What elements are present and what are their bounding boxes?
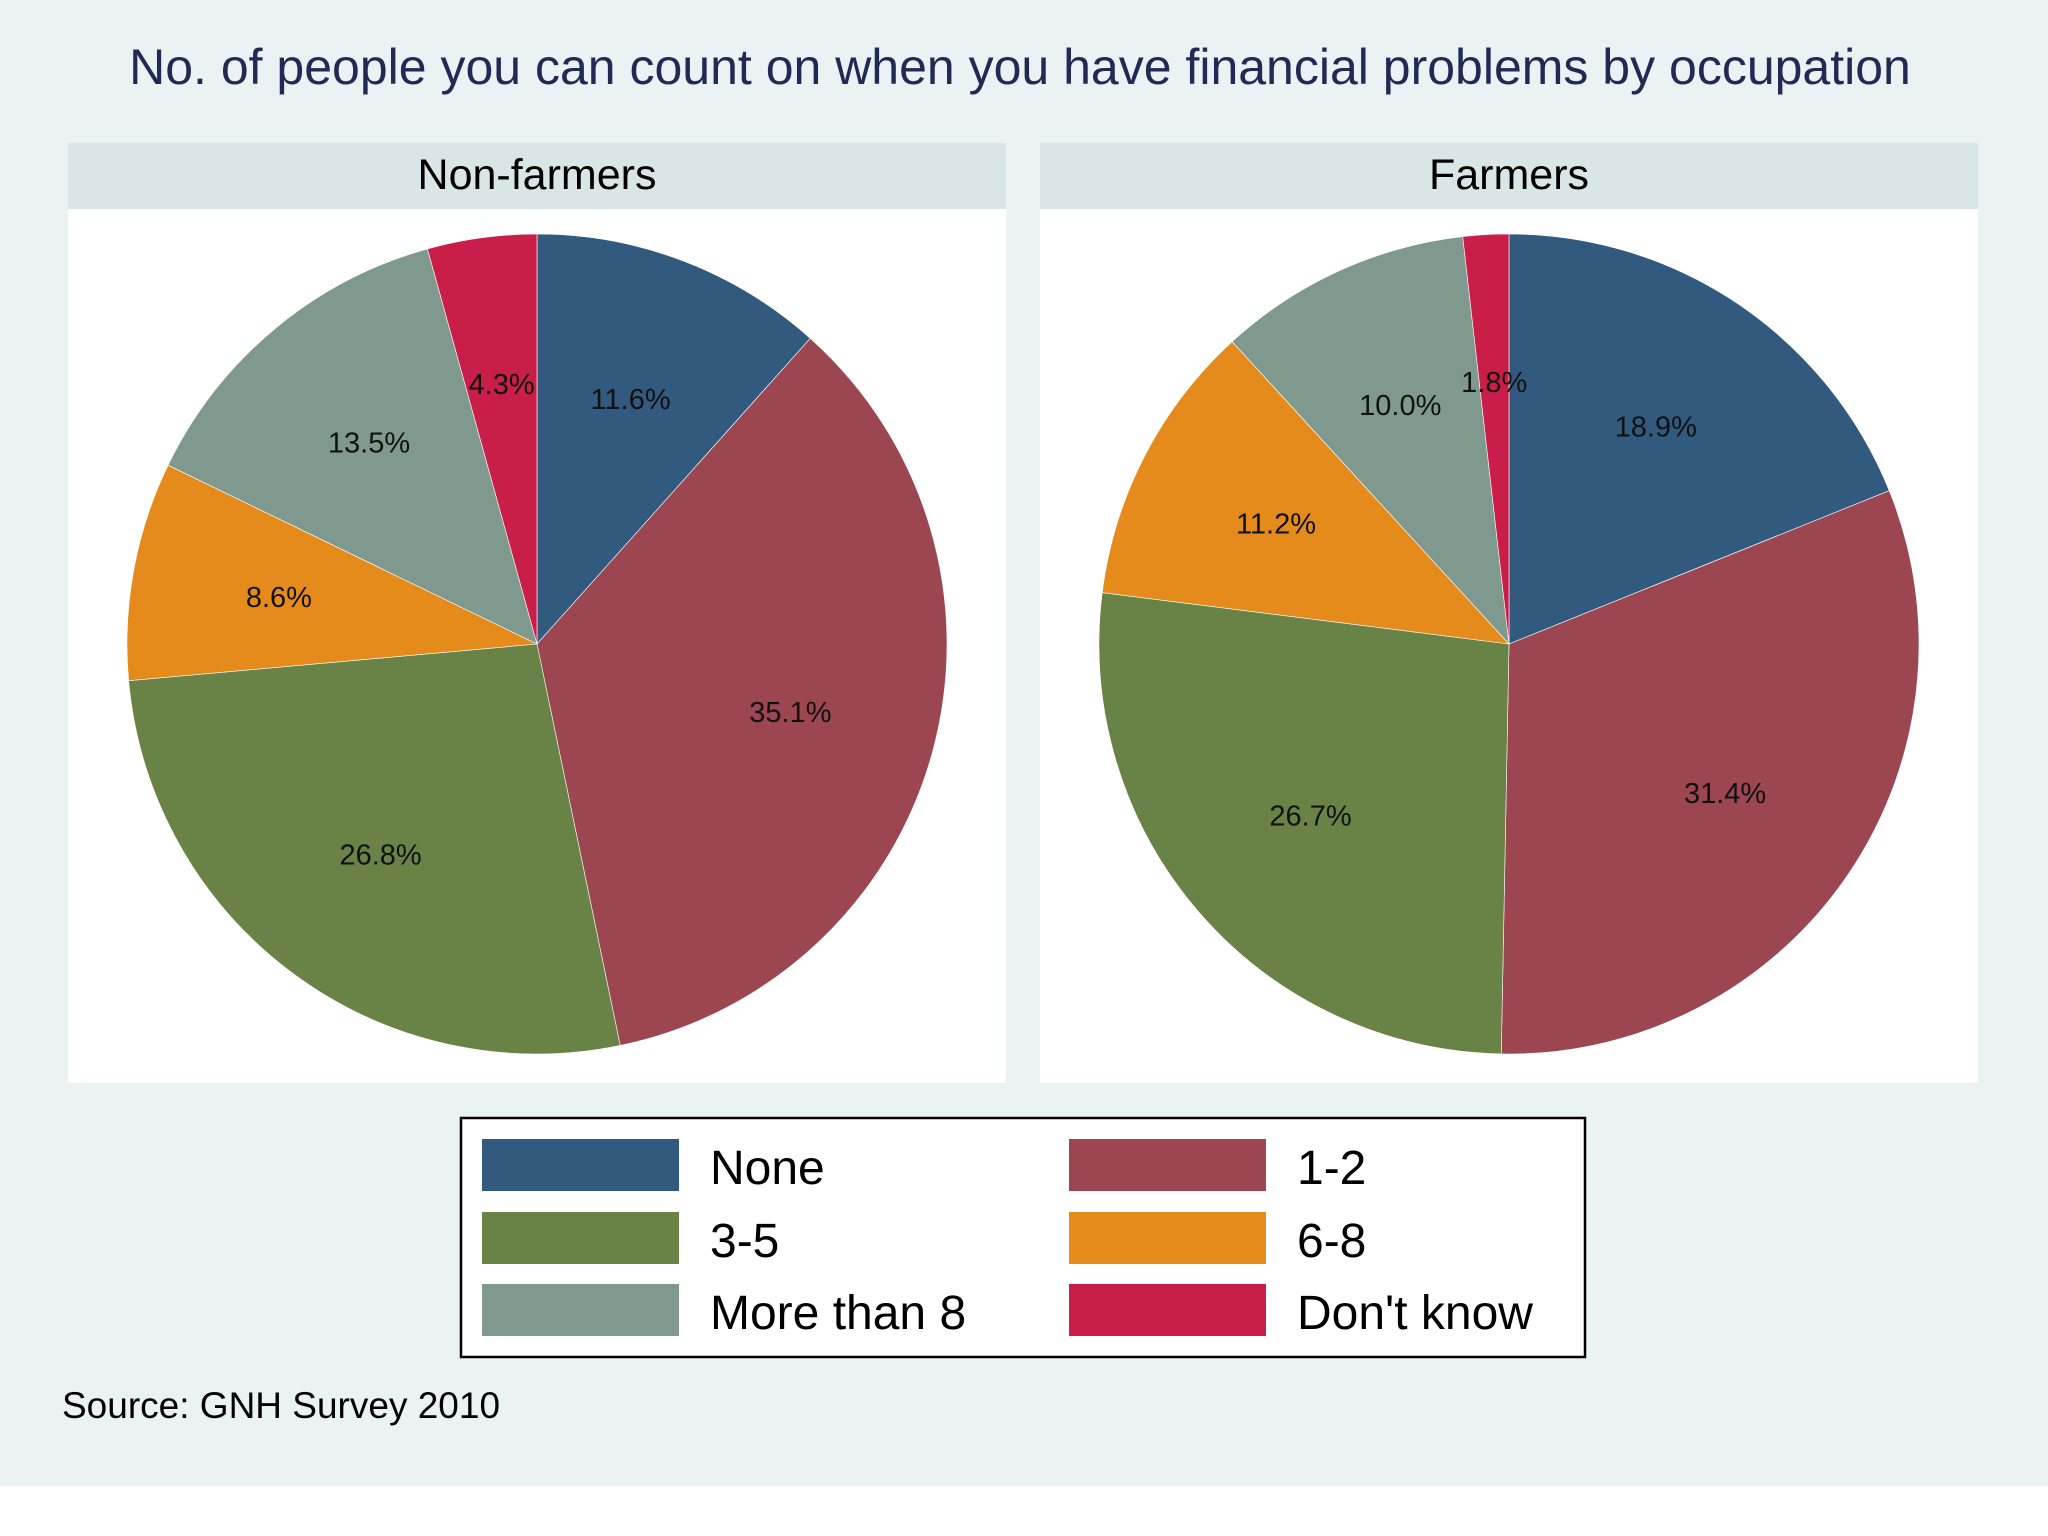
- legend-swatch-3-5: [482, 1212, 679, 1264]
- chart-title: No. of people you can count on when you …: [129, 39, 1911, 95]
- slice-label-non-farmers-3-5: 26.8%: [339, 840, 421, 872]
- pie-slice-non-farmers-3-5: [128, 643, 621, 1055]
- slice-label-farmers-6-8: 11.2%: [1236, 508, 1316, 540]
- pie-slice-farmers-3-5: [1098, 592, 1510, 1055]
- legend-swatch-none: [482, 1139, 679, 1191]
- legend-label-dont-know: Don't know: [1297, 1287, 1533, 1340]
- source-note: Source: GNH Survey 2010: [62, 1385, 500, 1426]
- pie-slice-non-farmers-6-8: [126, 464, 539, 682]
- slice-label-non-farmers-6-8: 8.6%: [246, 582, 312, 614]
- pie-slice-farmers-dont-know: [1462, 233, 1510, 645]
- pie-slice-farmers-1-2: [1500, 490, 1920, 1055]
- legend-label-6-8: 6-8: [1297, 1215, 1366, 1268]
- panel-header-non-farmers: [68, 143, 1006, 209]
- panel-header-farmers: [1040, 143, 1978, 209]
- pie-slice-farmers-more-than-8: [1231, 236, 1510, 645]
- panel-title-farmers: Farmers: [1429, 151, 1589, 199]
- legend: None 1-2 3-5 6-8 More than 8 Don't know: [459, 1116, 1587, 1359]
- slice-label-farmers-1-2: 31.4%: [1684, 778, 1766, 810]
- legend-swatch-more-than-8: [482, 1284, 679, 1336]
- pie-slice-non-farmers-1-2: [536, 337, 948, 1046]
- pie-non-farmers: 11.6% 35.1% 26.8% 8.6% 13.5% 4.3%: [126, 233, 948, 1055]
- legend-label-none: None: [710, 1142, 825, 1195]
- slice-label-farmers-more-than-8: 10.0%: [1359, 390, 1441, 422]
- slice-label-non-farmers-1-2: 35.1%: [749, 697, 831, 729]
- slice-label-farmers-none: 18.9%: [1615, 412, 1697, 444]
- pie-slice-farmers-none: [1508, 233, 1890, 645]
- pie-panel-non-farmers: Non-farmers 11.6% 35.1% 26.8% 8.6% 13.5% 4.3%: [68, 143, 1006, 1083]
- pie-slice-non-farmers-none: [536, 233, 811, 645]
- panel-title-non-farmers: Non-farmers: [418, 151, 657, 199]
- legend-label-3-5: 3-5: [710, 1215, 779, 1268]
- pie-slice-non-farmers-more-than-8: [167, 248, 538, 645]
- pie-slice-farmers-6-8: [1101, 341, 1510, 645]
- pie-slice-non-farmers-dont-know: [427, 233, 538, 645]
- legend-label-more-than-8: More than 8: [710, 1287, 966, 1340]
- slice-label-non-farmers-none: 11.6%: [591, 384, 671, 416]
- legend-swatch-dont-know: [1069, 1284, 1266, 1336]
- legend-swatch-6-8: [1069, 1212, 1266, 1264]
- slice-label-farmers-dont-know: 1.8%: [1461, 367, 1527, 399]
- slice-label-non-farmers-more-than-8: 13.5%: [328, 428, 410, 460]
- legend-swatch-1-2: [1069, 1139, 1266, 1191]
- legend-label-1-2: 1-2: [1297, 1142, 1366, 1195]
- slice-label-non-farmers-dont-know: 4.3%: [469, 369, 535, 401]
- pie-panel-farmers: Farmers 18.9% 31.4% 26.7% 11.2% 10.0% 1.8%: [1040, 143, 1978, 1083]
- slice-label-farmers-3-5: 26.7%: [1269, 801, 1351, 833]
- pie-farmers: 18.9% 31.4% 26.7% 11.2% 10.0% 1.8%: [1098, 233, 1920, 1055]
